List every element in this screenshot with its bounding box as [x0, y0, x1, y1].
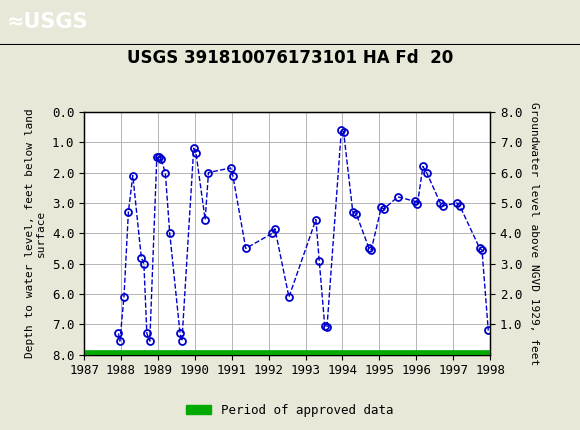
- Legend: Period of approved data: Period of approved data: [181, 399, 399, 421]
- Y-axis label: Depth to water level, feet below land
surface: Depth to water level, feet below land su…: [25, 108, 46, 358]
- Text: USGS 391810076173101 HA Fd  20: USGS 391810076173101 HA Fd 20: [127, 49, 453, 68]
- Y-axis label: Groundwater level above NGVD 1929, feet: Groundwater level above NGVD 1929, feet: [530, 101, 539, 365]
- Text: ≈USGS: ≈USGS: [7, 12, 89, 32]
